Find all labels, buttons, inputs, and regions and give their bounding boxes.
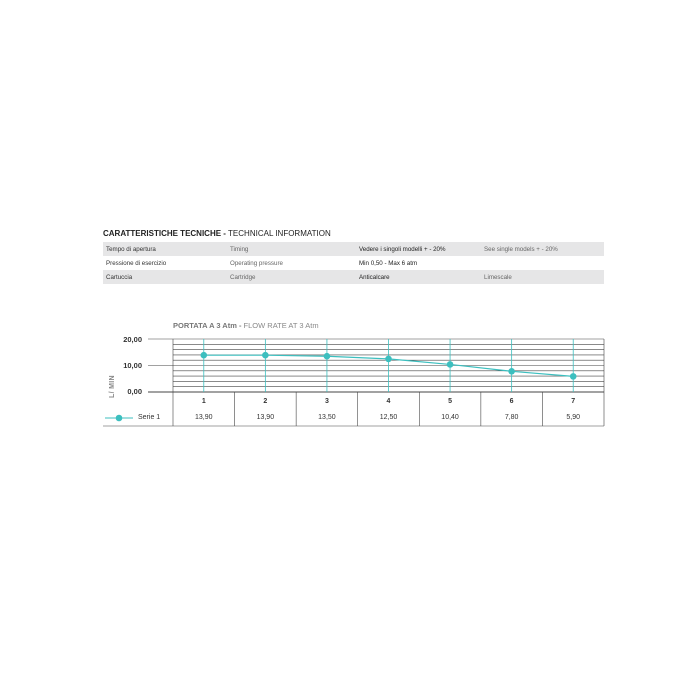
legend-label: Serie 1 [138,414,161,421]
data-label: 5,90 [566,414,581,421]
tech-info-title: CARATTERISTICHE TECNICHE - TECHNICAL INF… [103,229,331,238]
data-point [385,355,392,363]
data-point [569,373,577,380]
x-tick-label: 3 [324,398,329,405]
data-label: 12,50 [379,414,398,421]
data-label: 13,90 [256,414,275,421]
tech-row: Tempo di apertura Timing Vedere i singoli … [103,242,604,256]
data-label: 13,50 [318,414,336,421]
x-tick-label: 5 [448,398,453,405]
data-point [200,351,208,359]
data-point [446,361,454,368]
x-tick-label: 1 [201,398,206,405]
data-point [262,351,269,359]
data-label: 10,40 [441,414,459,421]
y-tick-label: 0,00 [127,387,142,396]
x-tick-label: 6 [509,398,514,405]
y-tick-label: 20,00 [123,335,142,344]
y-tick-label: 10,00 [123,361,142,370]
x-tick-label: 7 [571,398,576,405]
data-label: 13,90 [195,414,213,421]
legend-marker [115,414,123,422]
tech-row: Cartuccia Cartridge Anticalcare Limescale [103,270,604,284]
data-label: 7,80 [504,414,519,421]
data-point [508,368,515,375]
x-tick-label: 2 [263,398,268,405]
chart-title: PORTATA A 3 Atm - FLOW RATE AT 3 Atm [173,321,319,330]
x-tick-label: 4 [386,398,391,405]
tech-row: Pressione di esercizio Operating pressure… [106,260,418,267]
data-point [323,352,331,360]
